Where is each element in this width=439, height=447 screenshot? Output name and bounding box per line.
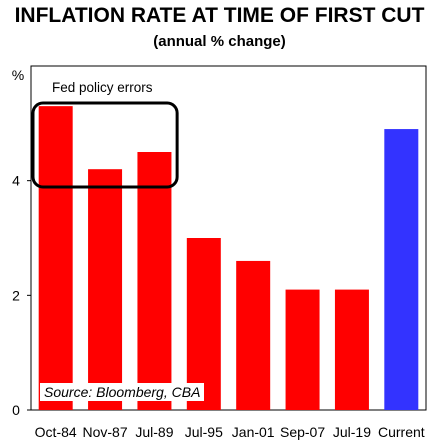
y-tick-label: 2 <box>12 287 20 303</box>
chart-subtitle: (annual % change) <box>153 33 286 50</box>
x-tick-label: Jul-95 <box>185 424 223 440</box>
annotation-box <box>31 101 179 189</box>
annotation-label: Fed policy errors <box>52 80 153 95</box>
bar <box>38 106 73 410</box>
y-tick-label: 4 <box>12 173 20 189</box>
x-tick-label: Current <box>378 424 425 440</box>
bar <box>285 289 320 410</box>
bar <box>88 169 123 410</box>
x-tick-label: Nov-87 <box>82 424 127 440</box>
bar <box>137 152 172 410</box>
x-tick-label: Oct-84 <box>35 424 77 440</box>
bar <box>334 289 369 410</box>
x-tick-label: Jul-19 <box>333 424 371 440</box>
y-axis-unit-label: % <box>12 67 24 83</box>
bar <box>186 238 221 410</box>
x-tick-label: Sep-07 <box>280 424 325 440</box>
y-tick-label: 0 <box>12 402 20 418</box>
source-note: Source: Bloomberg, CBA <box>40 383 205 401</box>
x-tick-label: Jul-89 <box>135 424 173 440</box>
x-tick-label: Jan-01 <box>232 424 275 440</box>
bar <box>236 260 271 410</box>
chart-title: INFLATION RATE AT TIME OF FIRST CUT <box>14 4 425 27</box>
plot-frame <box>30 65 427 411</box>
bar <box>384 129 419 411</box>
